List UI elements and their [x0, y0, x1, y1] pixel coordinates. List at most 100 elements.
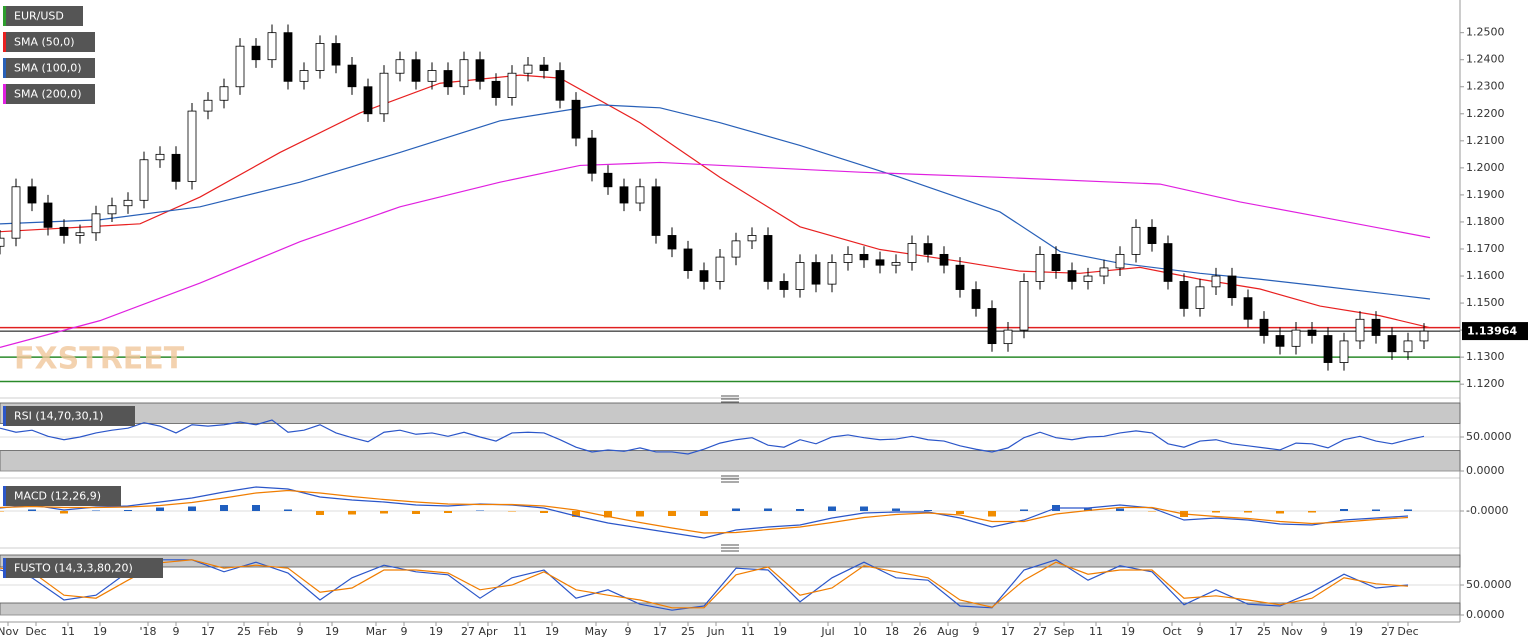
x-tick-label: 19: [545, 625, 559, 638]
legend-label[interactable]: EUR/USD: [14, 10, 64, 23]
legend-label[interactable]: SMA (200,0): [14, 88, 82, 101]
histogram-bar: [476, 510, 484, 511]
legend-label[interactable]: MACD (12,26,9): [14, 490, 101, 503]
x-tick-label: 17: [653, 625, 667, 638]
y-tick-label: 1.2000: [1466, 161, 1505, 174]
x-tick-label: 25: [1257, 625, 1271, 638]
x-tick-label: 19: [429, 625, 443, 638]
candle-body: [619, 186, 629, 204]
candle-body: [379, 72, 389, 115]
legend-box: [3, 32, 95, 52]
x-tick-label: 25: [237, 625, 251, 638]
x-tick-label: Mar: [366, 625, 387, 638]
histogram-bar: [1148, 511, 1156, 512]
candle-body: [395, 59, 405, 74]
candle-body: [139, 159, 149, 201]
candle-body: [411, 59, 421, 82]
candle-body: [155, 153, 165, 161]
x-tick-label: 17: [201, 625, 215, 638]
histogram-bar: [604, 511, 612, 518]
x-tick-label: Jul: [820, 625, 834, 638]
y-tick-label: 1.1900: [1466, 188, 1505, 201]
histogram-bar: [508, 511, 516, 512]
candle-body: [907, 243, 917, 263]
x-tick-label: 26: [913, 625, 927, 638]
x-tick-label: 19: [1121, 625, 1135, 638]
y-tick-label: 1.2500: [1466, 26, 1505, 39]
candle-body: [891, 262, 901, 266]
legend-swatch: [3, 32, 6, 52]
histogram-bar: [700, 511, 708, 516]
x-tick-label: 9: [297, 625, 304, 638]
histogram-bar: [92, 510, 100, 511]
legend-label[interactable]: FUSTO (14,3,3,80,20): [14, 562, 133, 575]
x-tick-label: 17: [1001, 625, 1015, 638]
candle-body: [1275, 335, 1285, 347]
histogram-bar: [572, 511, 580, 517]
candle-body: [0, 237, 5, 247]
candle-body: [923, 243, 933, 255]
candle-body: [1259, 318, 1269, 336]
histogram-bar: [828, 506, 836, 511]
candle-body: [811, 262, 821, 285]
x-tick-label: 9: [173, 625, 180, 638]
candle-body: [203, 99, 213, 112]
last-price-label: 1.13964: [1467, 325, 1517, 338]
x-tick-label: Apr: [478, 625, 498, 638]
legend-label[interactable]: SMA (50,0): [14, 36, 75, 49]
legend-label[interactable]: RSI (14,70,30,1): [14, 410, 103, 423]
x-tick-label: Sep: [1054, 625, 1075, 638]
x-tick-label: May: [585, 625, 608, 638]
legend-label[interactable]: SMA (100,0): [14, 62, 82, 75]
histogram-bar: [1020, 509, 1028, 511]
x-tick-label: Feb: [258, 625, 277, 638]
histogram-bar: [956, 511, 964, 514]
candle-body: [187, 110, 197, 182]
legend-box: [3, 84, 95, 104]
candle-body: [987, 308, 997, 345]
candle-body: [539, 64, 549, 71]
candle-body: [523, 64, 533, 74]
legend-swatch: [3, 558, 6, 578]
candle-body: [731, 240, 741, 258]
candle-body: [475, 59, 485, 82]
histogram-bar: [1084, 508, 1092, 511]
legend-swatch: [3, 84, 6, 104]
candle-body: [667, 235, 677, 250]
candle-body: [267, 32, 277, 61]
candle-body: [1147, 226, 1157, 244]
x-tick-label: 9: [401, 625, 408, 638]
y-tick-label: 1.1500: [1466, 296, 1505, 309]
x-tick-label: Dec: [1397, 625, 1418, 638]
legend-box: [3, 58, 95, 78]
candle-body: [939, 253, 949, 266]
x-tick-label: 27: [1033, 625, 1047, 638]
oversold-zone: [0, 602, 1461, 616]
candle-body: [1195, 286, 1205, 309]
histogram-bar: [1308, 511, 1316, 513]
candle-body: [315, 43, 325, 71]
x-tick-label: 18: [885, 625, 899, 638]
candle-body: [27, 186, 37, 204]
x-tick-label: Dec: [25, 625, 46, 638]
y-tick-label: 1.2100: [1466, 134, 1505, 147]
candle-body: [763, 235, 773, 282]
candle-body: [795, 262, 805, 290]
candle-body: [603, 172, 613, 188]
candle-body: [1035, 253, 1045, 282]
candle-body: [587, 137, 597, 174]
series-line: [0, 419, 1425, 455]
y-tick-label: 1.1600: [1466, 269, 1505, 282]
pane-grip[interactable]: [721, 395, 739, 552]
oversold-zone: [0, 450, 1461, 472]
histogram-bar: [860, 506, 868, 511]
x-tick-label: Aug: [937, 625, 958, 638]
x-tick-label: 25: [681, 625, 695, 638]
y-tick-label: 50.0000: [1466, 578, 1512, 591]
candle-body: [875, 259, 885, 266]
candle-body: [1115, 253, 1125, 269]
histogram-bar: [188, 506, 196, 511]
candle-body: [651, 186, 661, 236]
series-line: [0, 161, 1431, 348]
